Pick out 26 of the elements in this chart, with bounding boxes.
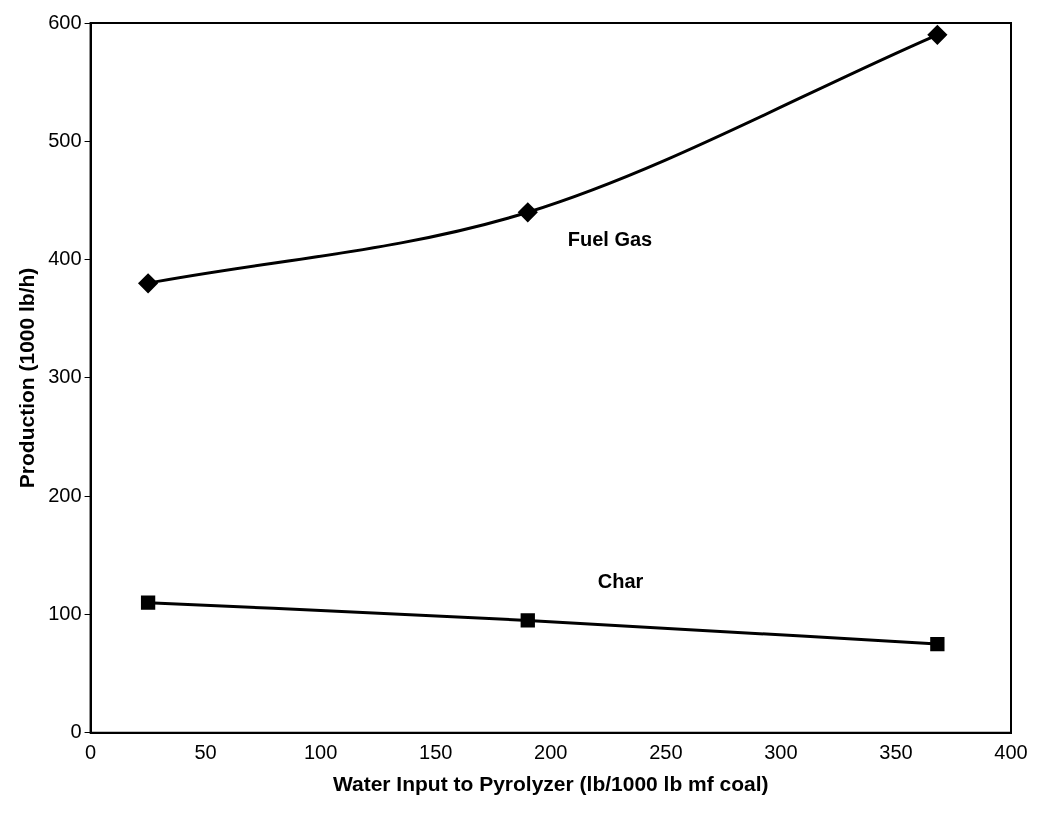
series-label: Fuel Gas [567,227,653,250]
series-label: Char [597,569,644,592]
y-tick-label: 300 [48,365,82,388]
x-tick-label: 350 [879,741,913,764]
point [520,613,535,628]
y-tick-label: 100 [48,602,82,625]
y-tick-label: 400 [48,247,82,270]
y-axis-title: Production (1000 lb/h) [15,267,39,489]
x-tick-label: 250 [649,741,683,764]
y-tick-label: 600 [48,10,82,33]
x-tick-label: 300 [764,741,798,764]
x-tick-label: 200 [534,741,568,764]
point [518,202,538,222]
x-tick-label: 150 [419,741,453,764]
x-tick-label: 0 [85,741,97,764]
y-tick-label: 500 [48,128,82,151]
y-tick-label: 0 [70,720,82,743]
point [930,636,945,652]
point [140,595,156,610]
point [138,273,158,293]
x-tick-label: 400 [994,741,1028,764]
x-tick-label: 50 [194,741,217,764]
x-tick-label: 100 [303,741,338,764]
point [927,25,947,45]
x-axis-title: Water Input to Pyrolyzer (lb/1000 lb mf coal) [332,772,769,796]
y-tick-label: 200 [48,483,82,506]
